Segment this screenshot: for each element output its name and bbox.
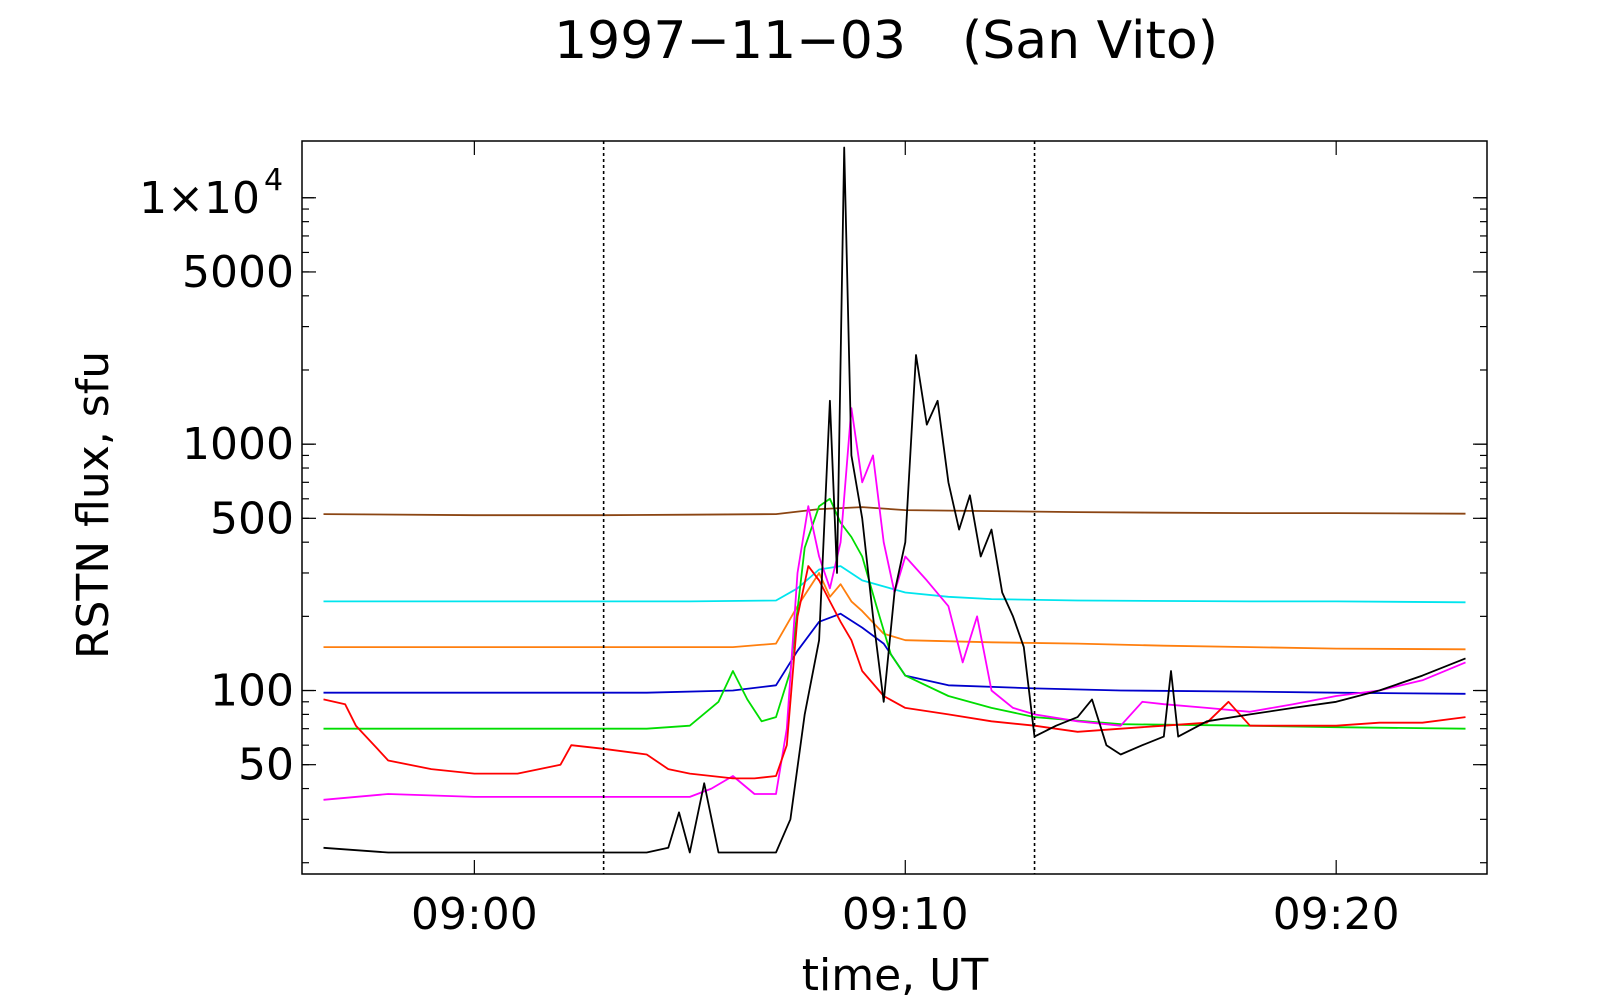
series-line-3: [323, 612, 1466, 695]
y-tick-label-exponent: 4: [264, 163, 283, 198]
chart-subtitle: (San Vito): [962, 11, 1218, 71]
y-tick-label-4: 5000: [182, 247, 294, 298]
chart-title: 1997−11−03: [554, 11, 906, 71]
y-tick-label-3: 1000: [182, 419, 294, 470]
y-axis-title: RSTN flux, sfu: [68, 351, 119, 659]
x-axis-title: time, UT: [802, 950, 989, 1000]
plot-frame: [301, 140, 1488, 875]
vertical-markers-group: [602, 141, 1036, 874]
x-tick-label-0: 09:00: [411, 889, 538, 940]
series-line-1: [323, 565, 1466, 604]
series-line-7: [323, 146, 1466, 854]
series-line-4: [323, 497, 1466, 730]
series-line-6: [323, 565, 1466, 780]
series-line-5: [323, 407, 1466, 801]
y-tick-label-1: 100: [210, 666, 294, 717]
y-tick-label-5: 1×10: [139, 173, 260, 224]
x-tick-label-1: 09:10: [842, 889, 969, 940]
y-tick-label-2: 500: [210, 493, 294, 544]
y-tick-label-0: 50: [238, 740, 294, 791]
series-line-0: [323, 506, 1466, 517]
series-line-2: [323, 572, 1466, 651]
x-tick-label-2: 09:20: [1273, 889, 1400, 940]
y-axis-ticks: 50 100 500 1000 5000 1×10 4: [139, 163, 1487, 864]
plot-series-group: [323, 146, 1466, 854]
x-axis-ticks: 09:00 09:10 09:20: [411, 141, 1400, 940]
